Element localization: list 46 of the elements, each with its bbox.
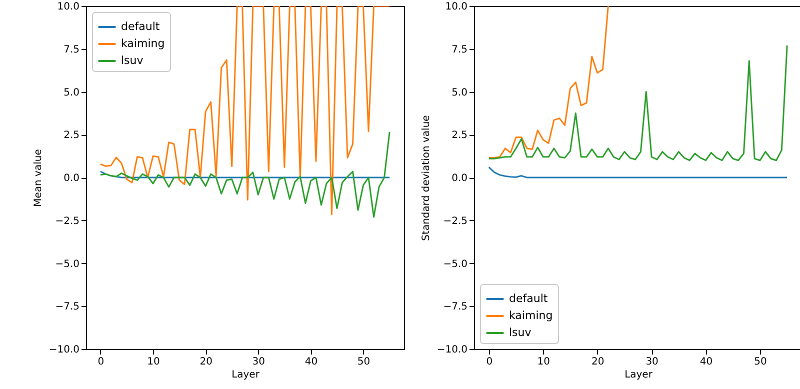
legend-label: kaiming bbox=[121, 37, 165, 50]
y-tick-label: −2.5 bbox=[55, 216, 80, 227]
y-tick-label: −10.0 bbox=[436, 344, 468, 356]
x-tick-label: 40 bbox=[304, 356, 318, 368]
line-series bbox=[100, 131, 390, 218]
y-axis-title: Mean value bbox=[32, 149, 44, 207]
legend-label: kaiming bbox=[509, 309, 553, 322]
x-tick-label: 0 bbox=[486, 356, 493, 368]
legend-label: default bbox=[509, 292, 548, 305]
y-tick-label: 10.0 bbox=[445, 2, 468, 12]
y-tick-label: −7.5 bbox=[443, 302, 468, 313]
y-tick-label: 0.0 bbox=[64, 173, 80, 184]
y-tick-label: −10.0 bbox=[48, 344, 80, 356]
line-series bbox=[488, 6, 609, 159]
x-tick-label: 30 bbox=[252, 356, 266, 368]
y-tick-label: 2.5 bbox=[64, 130, 80, 142]
line-series bbox=[488, 44, 788, 162]
y-tick-label: 5.0 bbox=[452, 87, 468, 98]
y-tick-label: 10.0 bbox=[57, 2, 80, 12]
x-tick-label: 50 bbox=[357, 356, 370, 368]
y-tick-label: −2.5 bbox=[443, 216, 468, 227]
x-tick-label: 10 bbox=[537, 356, 550, 368]
x-axis-title: Layer bbox=[232, 370, 260, 380]
line-series bbox=[488, 166, 788, 178]
y-tick-label: 2.5 bbox=[452, 130, 468, 142]
x-tick-label: 30 bbox=[646, 356, 658, 368]
legend-label: default bbox=[121, 20, 160, 33]
legend-label: lsuv bbox=[121, 54, 144, 67]
y-tick-label: −7.5 bbox=[55, 302, 80, 313]
x-axis-title: Layer bbox=[624, 370, 654, 380]
legend-label: lsuv bbox=[509, 326, 532, 339]
x-tick-label: 40 bbox=[700, 356, 713, 368]
y-tick-label: 7.5 bbox=[64, 44, 80, 56]
x-tick-label: 20 bbox=[591, 356, 604, 368]
y-tick-label: 7.5 bbox=[452, 44, 468, 56]
y-tick-label: −5.0 bbox=[443, 258, 468, 270]
y-axis-title: Standard deviation value bbox=[420, 115, 432, 241]
y-tick-label: 5.0 bbox=[64, 87, 80, 98]
x-tick-label: 10 bbox=[147, 356, 160, 368]
y-tick-label: −5.0 bbox=[55, 258, 80, 270]
x-tick-label: 20 bbox=[200, 356, 212, 368]
y-tick-label: 0.0 bbox=[452, 173, 468, 184]
line-series bbox=[100, 170, 390, 178]
line-series bbox=[100, 6, 390, 216]
x-tick-label: 0 bbox=[98, 356, 104, 368]
x-tick-label: 50 bbox=[754, 356, 767, 368]
